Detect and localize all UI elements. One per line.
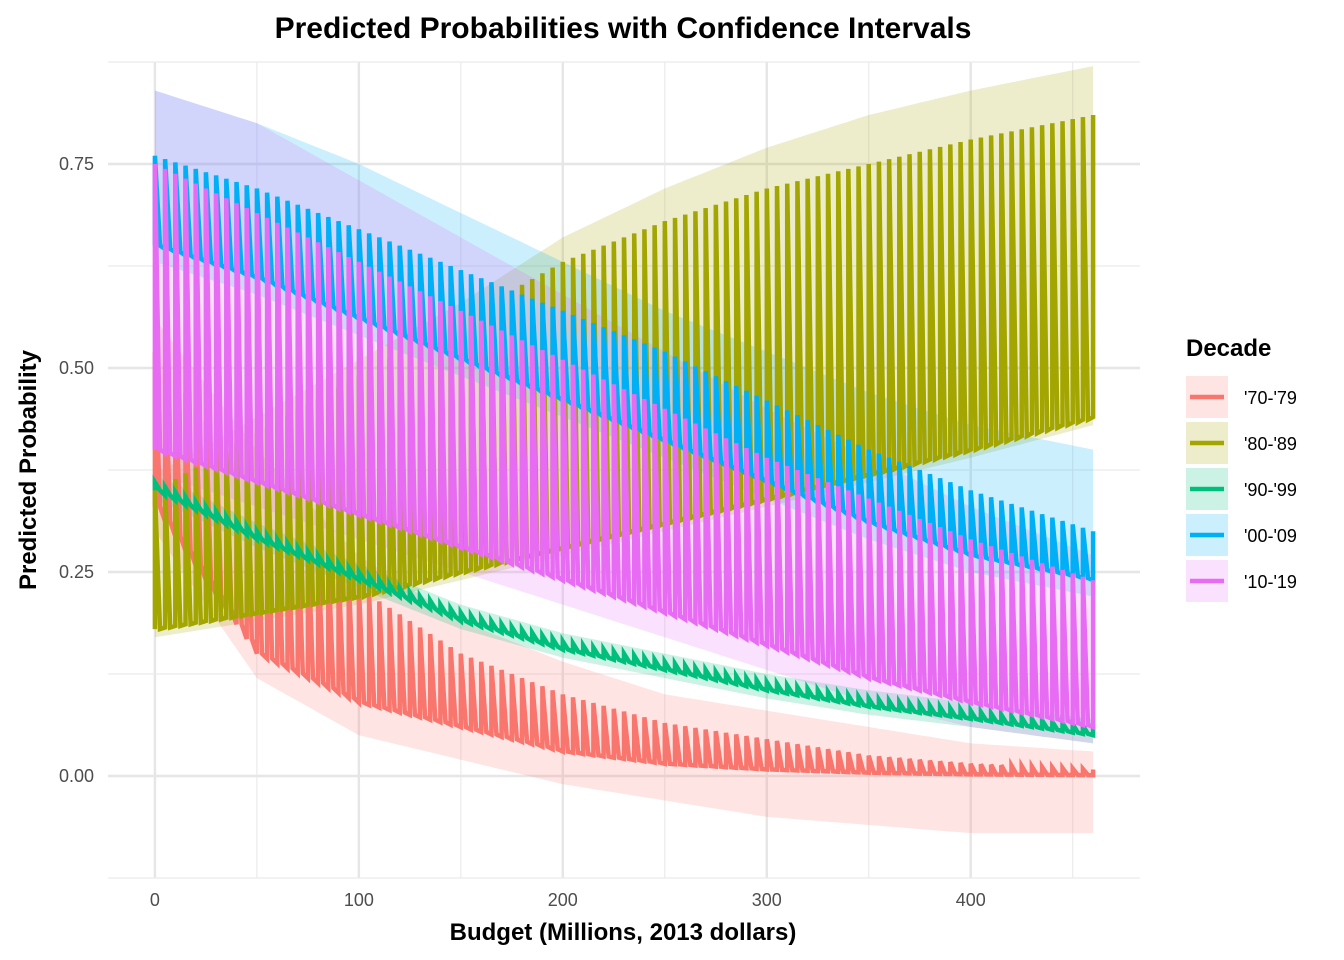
legend-label: '10-'19 [1244, 572, 1297, 592]
legend-title: Decade [1186, 335, 1271, 362]
legend-item: '00-'09 [1186, 514, 1297, 556]
prediction-lines [152, 115, 1096, 778]
y-tick-label: 0.75 [59, 154, 94, 174]
x-tick-label: 100 [344, 890, 374, 910]
chart-title: Predicted Probabilities with Confidence … [275, 12, 972, 45]
x-tick-label: 0 [150, 890, 160, 910]
legend-label: '00-'09 [1244, 526, 1297, 546]
x-tick-label: 300 [752, 890, 782, 910]
legend-item: '80-'89 [1186, 422, 1297, 464]
y-tick-label: 0.00 [59, 766, 94, 786]
y-tick-label: 0.50 [59, 358, 94, 378]
series-line-2 [152, 474, 1096, 739]
y-tick-label: 0.25 [59, 562, 94, 582]
legend: Decade '70-'79 '80-'89 '90-'99 '00-'09 '10-'… [1186, 335, 1297, 602]
legend-item: '90-'99 [1186, 468, 1297, 510]
legend-label: '90-'99 [1244, 480, 1297, 500]
legend-label: '70-'79 [1244, 388, 1297, 408]
legend-label: '80-'89 [1244, 434, 1297, 454]
series-line-4 [152, 163, 1096, 731]
x-axis-title: Budget (Millions, 2013 dollars) [450, 919, 797, 946]
legend-item: '10-'19 [1186, 560, 1297, 602]
y-tick-labels: 0.00 0.25 0.50 0.75 [59, 154, 94, 786]
y-axis-title: Predicted Probability [15, 349, 42, 590]
x-tick-label: 200 [548, 890, 578, 910]
legend-items: '70-'79 '80-'89 '90-'99 '00-'09 '10-'19 [1186, 376, 1297, 602]
x-tick-labels: 0 100 200 300 400 [150, 890, 986, 910]
legend-item: '70-'79 [1186, 376, 1297, 418]
x-tick-label: 400 [956, 890, 986, 910]
